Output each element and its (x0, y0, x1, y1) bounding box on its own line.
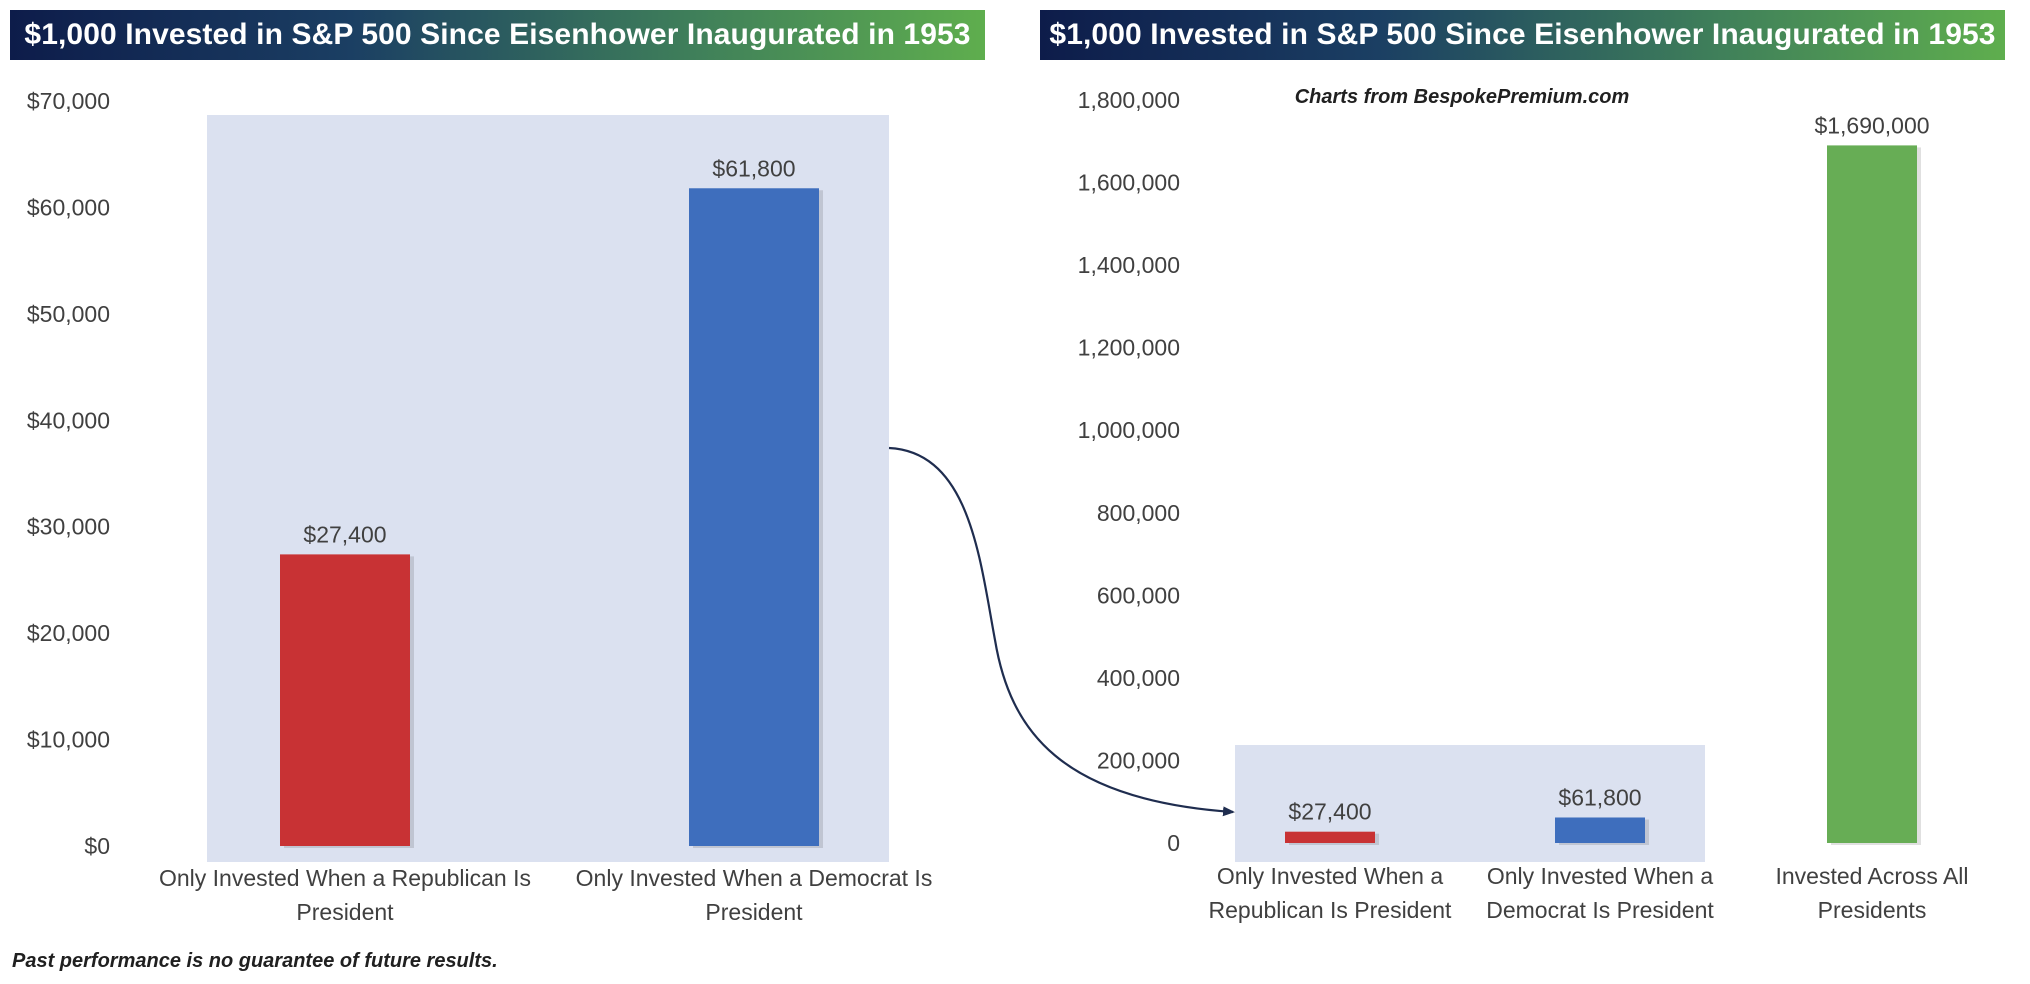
y-tick-label: 1,800,000 (1078, 87, 1180, 113)
category-label: Invested Across All (1775, 863, 1968, 889)
bar (1285, 831, 1375, 843)
data-label: $61,800 (712, 155, 795, 181)
y-tick-label: 200,000 (1097, 747, 1180, 773)
data-label: $27,400 (1288, 799, 1371, 825)
category-label: Only Invested When a Republican Is (159, 865, 531, 891)
y-tick-label: $0 (84, 833, 110, 859)
y-tick-label: $30,000 (27, 514, 110, 540)
y-tick-label: $10,000 (27, 727, 110, 753)
y-tick-label: $20,000 (27, 620, 110, 646)
y-tick-label: 400,000 (1097, 665, 1180, 691)
y-tick-label: $40,000 (27, 407, 110, 433)
category-label: Only Invested When a (1217, 863, 1443, 889)
category-label: Republican Is President (1209, 897, 1453, 923)
left-chart-title: $1,000 Invested in S&P 500 Since Eisenho… (10, 10, 985, 60)
y-tick-label: 800,000 (1097, 500, 1180, 526)
y-tick-label: 1,600,000 (1078, 170, 1180, 196)
source-annotation: Charts from BespokePremium.com (1295, 86, 1630, 108)
y-tick-label: 1,000,000 (1078, 417, 1180, 443)
bar (1555, 817, 1645, 843)
data-label: $61,800 (1558, 784, 1641, 810)
category-label: Only Invested When a (1487, 863, 1713, 889)
category-label: President (705, 899, 803, 925)
connector-curve (888, 446, 1235, 817)
right-bar-chart: 0 200,000 400,000 600,000 800,000 1,000,000 1,… (1078, 86, 1969, 923)
left-bar-chart: $0 $10,000 $20,000 $30,000 $40,000 $50,000 $60… (27, 88, 932, 925)
y-tick-label: $60,000 (27, 194, 110, 220)
y-tick-label: 0 (1167, 830, 1180, 856)
y-tick-label: 600,000 (1097, 582, 1180, 608)
category-label: Democrat Is President (1486, 897, 1714, 923)
right-chart-title: $1,000 Invested in S&P 500 Since Eisenho… (1040, 10, 2005, 60)
bar (689, 188, 819, 846)
data-label: $1,690,000 (1814, 112, 1929, 138)
zoom-connector-arrow (888, 446, 1235, 817)
bar (280, 554, 410, 846)
category-label: President (296, 899, 394, 925)
data-label: $27,400 (303, 521, 386, 547)
footnote: Past performance is no guarantee of futu… (12, 950, 498, 972)
y-tick-label: 1,400,000 (1078, 252, 1180, 278)
y-tick-label: 1,200,000 (1078, 335, 1180, 361)
category-label: Only Invested When a Democrat Is (576, 865, 933, 891)
y-tick-label: $70,000 (27, 88, 110, 114)
category-label: Presidents (1818, 897, 1927, 923)
bar (1827, 145, 1917, 844)
y-tick-label: $50,000 (27, 301, 110, 327)
